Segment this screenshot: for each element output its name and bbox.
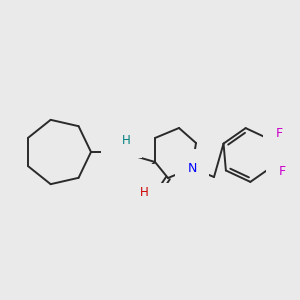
Text: O: O — [131, 178, 141, 190]
Text: F: F — [279, 165, 286, 178]
Text: H: H — [140, 185, 148, 199]
Text: F: F — [276, 127, 283, 140]
Text: N: N — [187, 161, 197, 175]
Text: N: N — [113, 146, 123, 158]
Text: H: H — [122, 134, 130, 146]
Text: O: O — [150, 196, 160, 209]
